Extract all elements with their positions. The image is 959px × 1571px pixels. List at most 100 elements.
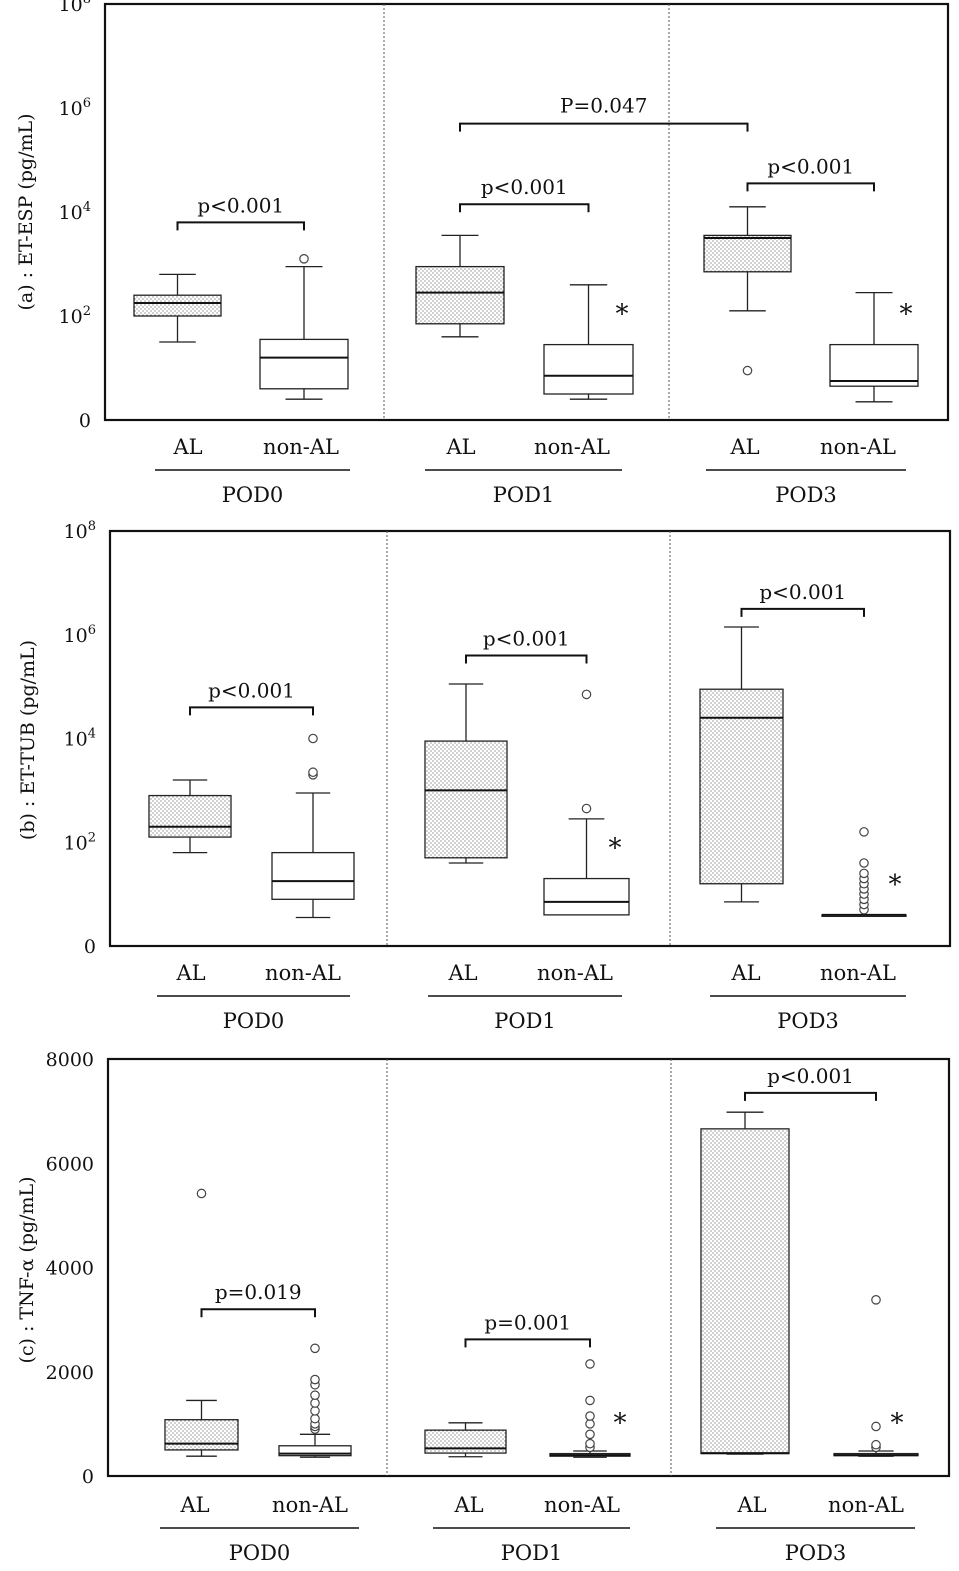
x-group-label: POD0 xyxy=(222,483,284,507)
outlier-point xyxy=(310,1343,320,1354)
box-pod1-non-al xyxy=(549,1359,631,1458)
y-tick-label: 2000 xyxy=(46,1362,94,1384)
significance-bracket xyxy=(744,1091,877,1101)
x-category-label: non-AL xyxy=(537,961,613,985)
box-iqr xyxy=(700,1128,790,1455)
x-group-label: POD0 xyxy=(229,1541,291,1565)
chart-panel-2: (b) : ET-TUB (pg/mL) 0 102 104 106 108 p<0.001… xyxy=(17,519,952,1033)
y-axis-label: (c) : TNF-α (pg/mL) xyxy=(16,1176,38,1363)
box-pod0-al xyxy=(133,273,222,343)
x-category-label: non-AL xyxy=(263,435,339,459)
outlier-point xyxy=(310,1390,320,1401)
significance-label: p=0.019 xyxy=(215,1280,302,1304)
y-tick-label: 106 xyxy=(64,623,96,647)
x-group-label: POD3 xyxy=(775,483,837,507)
y-tick-label: 102 xyxy=(59,304,91,328)
box-iqr xyxy=(703,234,792,273)
y-tick-label: 104 xyxy=(59,200,91,224)
box-iqr xyxy=(278,1445,352,1457)
box-pod3-non-al xyxy=(829,291,919,403)
x-category-label: AL xyxy=(175,961,205,985)
outlier-point xyxy=(581,689,592,700)
outlier-point xyxy=(871,1439,881,1450)
y-axis-label: (b) : ET-TUB (pg/mL) xyxy=(17,640,39,840)
significance-star: * xyxy=(900,300,913,330)
box-iqr xyxy=(829,343,919,387)
outlier-point xyxy=(585,1411,595,1421)
significance-bracket xyxy=(464,1338,591,1348)
x-category-label: AL xyxy=(729,435,759,459)
x-category-label: AL xyxy=(172,435,202,459)
outlier-point xyxy=(308,733,318,744)
x-category-label: non-AL xyxy=(265,961,341,985)
outlier-point xyxy=(310,1406,320,1416)
significance-bracket xyxy=(189,706,314,716)
outlier-point xyxy=(585,1419,595,1429)
significance-bracket xyxy=(465,654,588,664)
significance-label: p<0.001 xyxy=(767,1064,854,1088)
significance-star: * xyxy=(616,300,629,330)
significance-bracket xyxy=(176,221,305,231)
outlier-point xyxy=(742,365,753,376)
y-tick-label: 102 xyxy=(64,830,96,854)
box-iqr xyxy=(164,1419,239,1451)
box-pod1-al xyxy=(424,1422,507,1458)
significance-star: * xyxy=(614,1409,627,1439)
y-tick-label: 106 xyxy=(59,96,91,120)
significance-label: p<0.001 xyxy=(483,627,570,651)
box-pod0-al xyxy=(148,779,232,854)
x-category-label: AL xyxy=(179,1493,209,1517)
significance-star: * xyxy=(891,1409,904,1439)
x-group-label: POD1 xyxy=(494,1009,556,1033)
box-pod3-al xyxy=(703,206,792,376)
outlier-point xyxy=(859,827,869,837)
x-category-label: non-AL xyxy=(272,1493,348,1517)
significance-label: p<0.001 xyxy=(197,193,284,217)
outlier-point xyxy=(299,253,309,264)
box-pod3-non-al xyxy=(821,827,907,918)
significance-star: * xyxy=(609,834,622,864)
significance-label: p<0.001 xyxy=(759,580,846,604)
box-iqr xyxy=(699,688,784,885)
outlier-point xyxy=(585,1395,595,1406)
y-tick-label: 0 xyxy=(82,1466,94,1488)
box-pod1-non-al xyxy=(543,284,634,400)
box-iqr xyxy=(424,1429,507,1454)
significance-star: * xyxy=(889,870,902,900)
plot-frame xyxy=(108,529,952,948)
significance-bracket xyxy=(200,1308,316,1318)
outlier-point xyxy=(310,1413,320,1424)
significance-bracket xyxy=(746,182,875,192)
x-group-label: POD3 xyxy=(785,1541,847,1565)
box-iqr xyxy=(543,343,634,395)
outlier-point xyxy=(871,1421,881,1432)
x-category-label: non-AL xyxy=(820,961,896,985)
x-category-label: non-AL xyxy=(828,1493,904,1517)
y-tick-label: 0 xyxy=(79,410,91,432)
box-iqr xyxy=(271,851,355,900)
significance-bracket xyxy=(740,607,865,617)
outlier-point xyxy=(308,767,318,778)
outlier-point xyxy=(871,1295,881,1305)
outlier-point xyxy=(310,1374,320,1385)
y-tick-label: 6000 xyxy=(46,1153,94,1175)
significance-label: p=0.001 xyxy=(484,1310,571,1334)
x-category-label: AL xyxy=(453,1493,483,1517)
cross-significance-bracket xyxy=(459,122,749,132)
x-category-label: AL xyxy=(736,1493,766,1517)
box-pod0-non-al xyxy=(278,1343,352,1458)
chart-panel-1: (a) : ET-ESP (pg/mL) 0 102 104 106 108 p<0.001… xyxy=(15,0,950,507)
x-category-label: non-AL xyxy=(820,435,896,459)
x-category-label: AL xyxy=(447,961,477,985)
x-category-label: non-AL xyxy=(544,1493,620,1517)
box-iqr xyxy=(148,794,232,838)
box-pod3-non-al xyxy=(833,1295,919,1457)
box-pod1-al xyxy=(424,683,508,864)
box-pod1-al xyxy=(415,234,505,338)
y-tick-label: 104 xyxy=(64,727,96,751)
x-group-label: POD1 xyxy=(493,483,555,507)
y-axis-label: (a) : ET-ESP (pg/mL) xyxy=(15,113,37,310)
box-iqr xyxy=(424,740,508,859)
significance-label: p<0.001 xyxy=(208,678,295,702)
outlier-point xyxy=(859,868,869,879)
